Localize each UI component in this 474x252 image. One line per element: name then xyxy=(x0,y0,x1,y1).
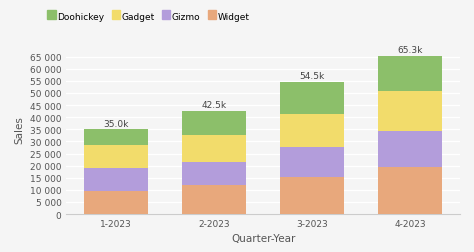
Bar xyxy=(378,167,442,214)
Text: 54.5k: 54.5k xyxy=(300,72,325,81)
Bar xyxy=(182,136,246,162)
Y-axis label: Sales: Sales xyxy=(14,116,24,144)
Bar xyxy=(182,112,246,136)
Bar xyxy=(84,191,148,214)
Text: 42.5k: 42.5k xyxy=(201,101,227,110)
Bar xyxy=(182,185,246,214)
Legend: Doohickey, Gadget, Gizmo, Widget: Doohickey, Gadget, Gizmo, Widget xyxy=(47,13,250,22)
Bar xyxy=(280,114,344,148)
Text: 65.3k: 65.3k xyxy=(397,46,423,55)
Text: 35.0k: 35.0k xyxy=(103,119,129,128)
Bar xyxy=(84,168,148,191)
Bar xyxy=(378,91,442,131)
Bar xyxy=(182,162,246,185)
Bar xyxy=(280,177,344,214)
Bar xyxy=(378,57,442,91)
Bar xyxy=(280,148,344,177)
X-axis label: Quarter-Year: Quarter-Year xyxy=(231,234,295,243)
Bar xyxy=(280,83,344,114)
Bar xyxy=(84,145,148,168)
Bar xyxy=(378,131,442,167)
Bar xyxy=(84,130,148,145)
